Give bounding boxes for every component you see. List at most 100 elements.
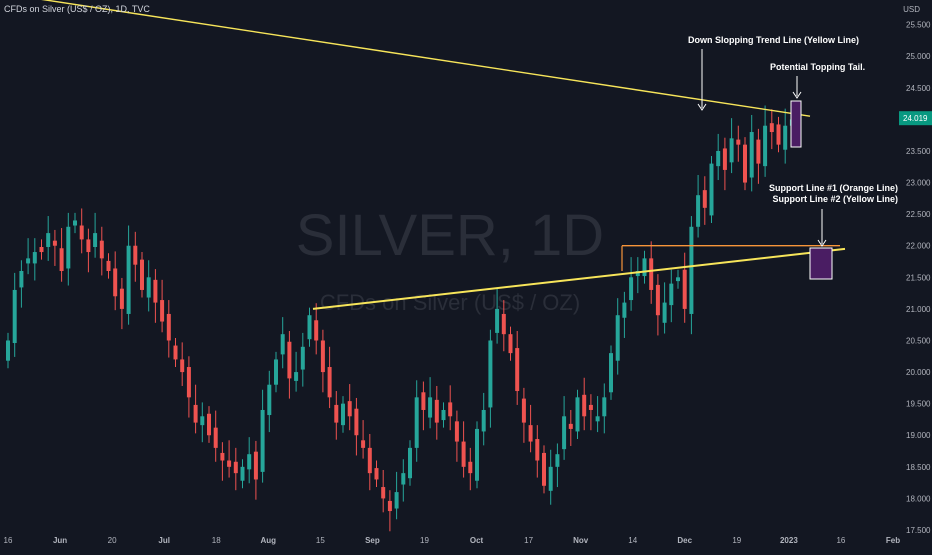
watermark-symbol: SILVER, 1D [296, 203, 604, 268]
candle [448, 385, 453, 431]
arrow-head-icon [817, 239, 827, 247]
watermark: SILVER, 1D CFDs on Silver (US$ / OZ) [296, 203, 604, 315]
candle-body [642, 258, 647, 277]
candle [495, 288, 500, 344]
candle-body [649, 258, 654, 290]
candle [408, 440, 412, 486]
candle [361, 420, 366, 459]
price-tick: 19.500 [906, 400, 931, 409]
candle-body [86, 239, 91, 253]
candle-body [702, 190, 707, 208]
candle-body [776, 124, 781, 145]
support-zone-box [809, 247, 833, 280]
candle-body [609, 353, 613, 393]
candle-body [481, 409, 486, 432]
candle-body [160, 300, 165, 322]
candle [300, 332, 305, 387]
candle [763, 105, 768, 177]
candle-body [52, 240, 57, 246]
price-tick: 17.500 [906, 526, 931, 535]
candles-layer [6, 105, 794, 532]
time-tick: 19 [420, 536, 429, 545]
topping-tail-box [790, 100, 802, 148]
candle-body [59, 248, 64, 271]
price-axis[interactable]: 17.500 18.000 18.500 19.000 19.500 20.000 20.5… [906, 21, 931, 535]
last-price-badge: 24.019 [899, 111, 932, 126]
candle-body [602, 397, 607, 417]
candle-body [756, 139, 761, 164]
candle-body [200, 416, 205, 426]
candle-body [307, 315, 312, 340]
candle [676, 269, 680, 289]
candle [73, 212, 77, 234]
candle-body [73, 220, 77, 226]
candle-body [207, 413, 211, 436]
price-badge-value: 24.019 [903, 114, 928, 123]
candle [341, 396, 345, 433]
candle-body [676, 277, 680, 282]
candle [46, 216, 51, 261]
candle-body [729, 138, 734, 163]
candle [133, 231, 138, 282]
price-tick: 25.000 [906, 52, 931, 61]
time-tick: Feb [886, 536, 900, 545]
price-tick: 20.000 [906, 368, 931, 377]
candle-body [769, 123, 774, 133]
candle [227, 440, 232, 478]
candle [334, 391, 339, 440]
candle [441, 402, 446, 428]
candle [602, 383, 607, 434]
candle [595, 396, 600, 433]
candle [307, 307, 312, 347]
candle-body [66, 226, 71, 269]
candle-body [173, 345, 178, 360]
candle-body [588, 404, 593, 410]
candle [173, 337, 178, 368]
candle-body [354, 408, 359, 436]
currency-label: USD [903, 5, 920, 14]
candle-body [562, 416, 567, 450]
candle-body [267, 384, 272, 416]
candle-body [93, 233, 98, 247]
candle [682, 252, 687, 323]
candle [253, 440, 258, 500]
candle-body [515, 348, 520, 392]
candle-body [46, 233, 51, 247]
time-axis[interactable]: 16 Jun 20 Jul 18 Aug 15 Sep 19 Oct 17 Nov 14 Dec 19 202… [4, 536, 901, 545]
candle [6, 332, 10, 369]
candle [320, 329, 325, 393]
candle [280, 317, 285, 369]
candle-body [274, 359, 278, 385]
candle [555, 443, 560, 488]
candle [769, 109, 774, 150]
candle [233, 447, 238, 491]
candle-body [655, 284, 660, 316]
candle-body [749, 132, 754, 178]
candle-body [314, 320, 319, 341]
time-tick: 19 [732, 536, 741, 545]
candle-body [327, 367, 332, 398]
candle-body [12, 289, 17, 344]
candle [213, 410, 218, 462]
candle [622, 291, 627, 338]
candle-body [374, 468, 379, 480]
candle-body [381, 487, 386, 499]
down-sloping-trend-line [41, 0, 811, 117]
candle [381, 469, 386, 513]
candle-body [320, 340, 325, 373]
annotation-topping-tail: Potential Topping Tail. [770, 62, 865, 72]
annotation-support-line-1: Support Line #1 (Orange Line) [769, 183, 898, 193]
candle-body [180, 359, 185, 373]
candle-body [32, 252, 37, 264]
candle [113, 251, 118, 311]
candle-body [408, 447, 412, 479]
candle [200, 402, 205, 443]
candle-body [240, 466, 245, 481]
candle [736, 125, 741, 162]
candle [180, 342, 185, 386]
time-tick: 16 [4, 536, 13, 545]
time-tick: 16 [836, 536, 845, 545]
candle-body [454, 421, 459, 442]
